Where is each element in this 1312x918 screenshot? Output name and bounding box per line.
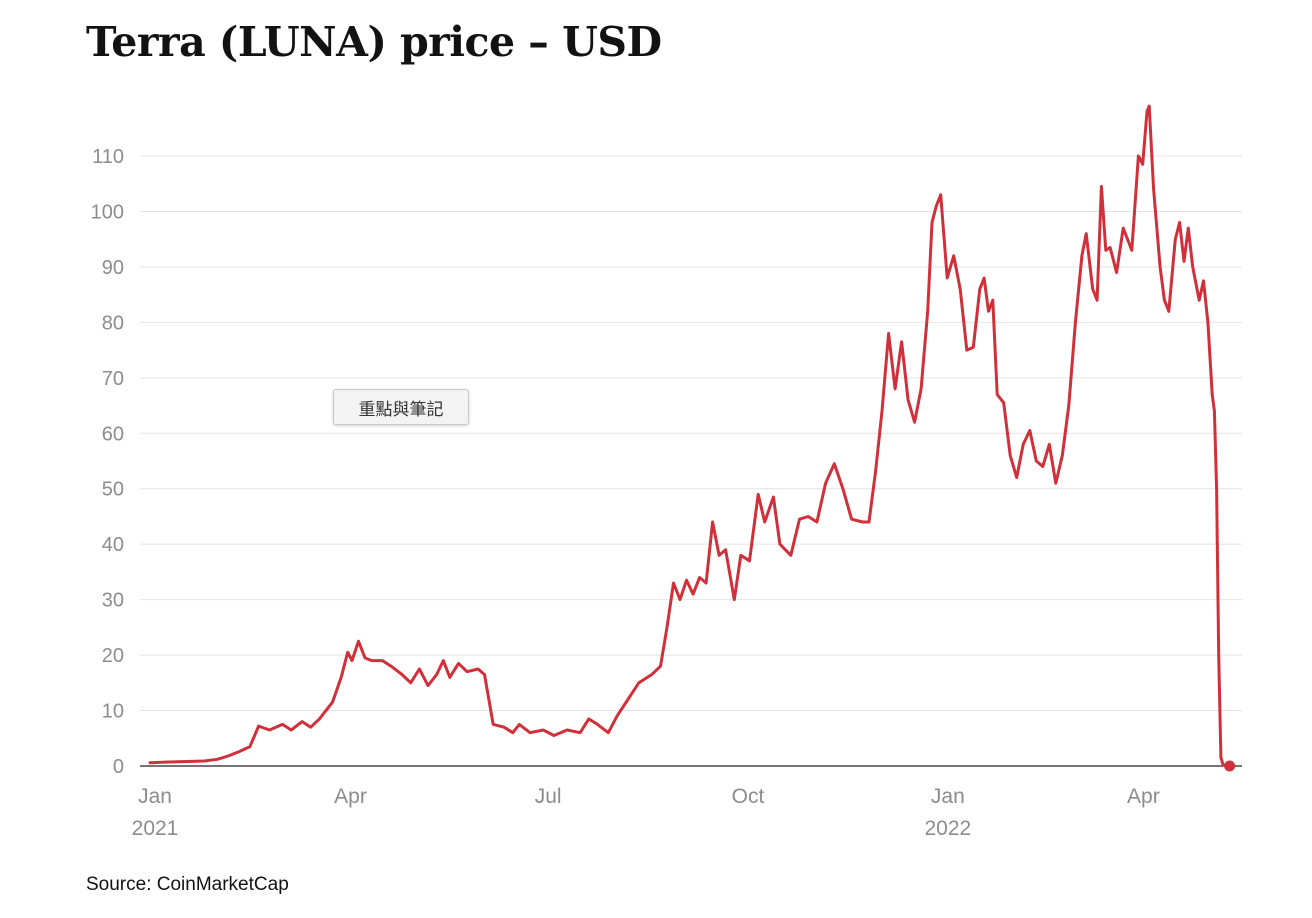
x-tick-label: Apr	[334, 785, 367, 808]
y-tick-label: 80	[102, 312, 124, 334]
x-tick-label: Jan	[931, 785, 965, 808]
y-tick-label: 70	[102, 368, 124, 390]
y-tick-label: 20	[102, 645, 124, 667]
x-tick-label: Jul	[535, 785, 562, 808]
y-tick-label: 100	[91, 201, 124, 223]
highlight-notes-tooltip-button[interactable]: 重點與筆記	[333, 389, 469, 425]
x-tick-label: Apr	[1127, 785, 1160, 808]
x-tick-label: Jan	[138, 785, 172, 808]
series-line-luna-price	[148, 104, 1232, 768]
gridlines	[140, 155, 1242, 712]
x-tick-year-label: 2021	[132, 817, 179, 840]
y-tick-label: 90	[102, 257, 124, 279]
y-axis-ticks: 0 10 20 30 40 50 60 70 80 90 100 110	[91, 146, 124, 778]
x-axis-ticks: Jan 2021 Apr Jul Oct Jan 2022 Apr	[132, 785, 1160, 840]
y-tick-label: 10	[102, 701, 124, 723]
source-note: Source: CoinMarketCap	[86, 874, 289, 895]
x-tick-label: Oct	[732, 785, 765, 808]
y-tick-label: 40	[102, 534, 124, 556]
y-tick-label: 0	[113, 756, 124, 778]
y-tick-label: 50	[102, 479, 124, 501]
end-point-marker	[1224, 760, 1236, 772]
y-tick-label: 60	[102, 423, 124, 445]
x-tick-year-label: 2022	[925, 817, 972, 840]
y-tick-label: 30	[102, 590, 124, 612]
y-tick-label: 110	[92, 146, 124, 168]
chart-title: Terra (LUNA) price – USD	[86, 18, 662, 66]
